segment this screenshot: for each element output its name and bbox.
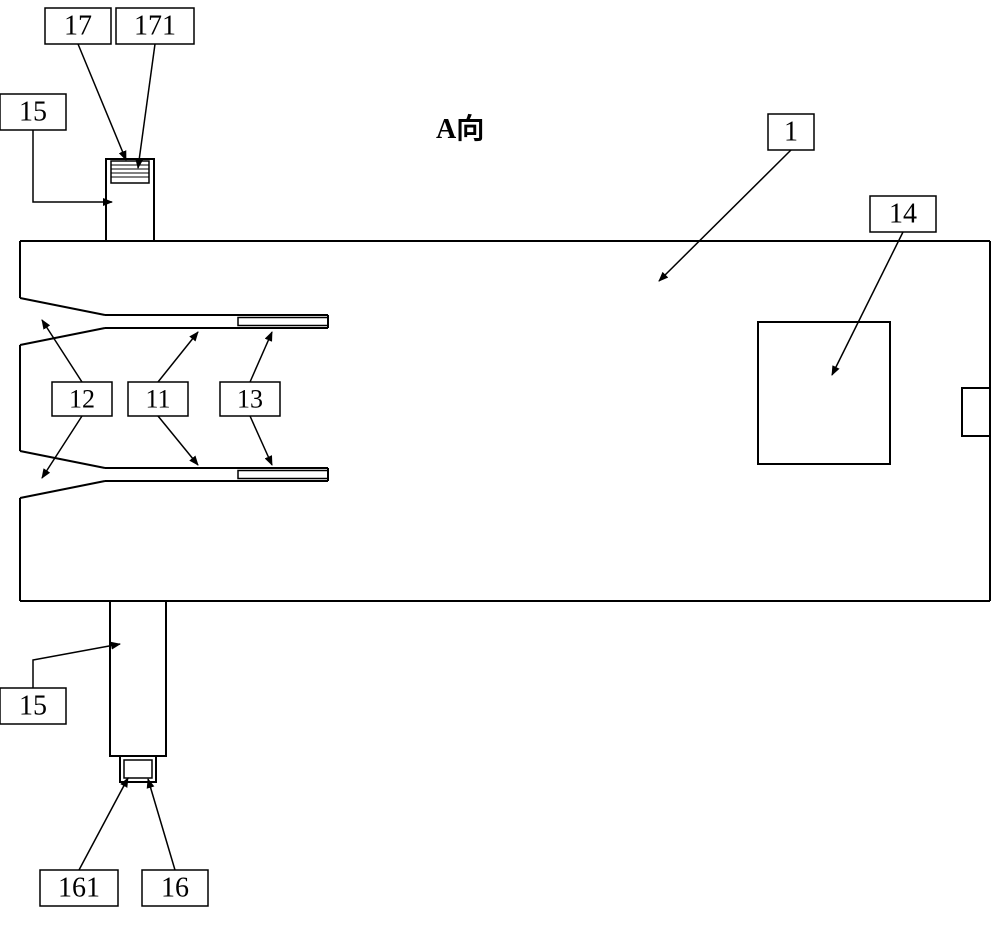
label-text-16: 16: [161, 873, 189, 904]
leader-13-1: [250, 416, 272, 465]
leader-11-1: [158, 416, 198, 465]
leader-12-0: [42, 320, 82, 382]
leader-11-0: [158, 332, 198, 382]
diagram-shapes: [20, 159, 990, 782]
label-text-12: 12: [69, 385, 95, 414]
leader-12-1: [42, 416, 82, 478]
engineering-diagram: 17 171 15 1 14 12 11 13 15 161 16 A向: [0, 0, 1000, 926]
label-text-17: 17: [64, 11, 92, 42]
leader-13-0: [250, 332, 272, 382]
label-text-171: 171: [134, 11, 176, 42]
label-text-14: 14: [889, 199, 917, 230]
leader-17: [78, 44, 126, 160]
leader-1: [659, 150, 791, 281]
label-text-15a: 15: [19, 97, 47, 128]
leader-15b: [33, 644, 120, 688]
label-text-11: 11: [145, 385, 170, 414]
label-text-15b: 15: [19, 691, 47, 722]
leader-14: [832, 232, 903, 375]
leader-16: [148, 779, 175, 870]
label-text-161: 161: [58, 873, 100, 904]
view-title: A向: [436, 113, 484, 145]
leader-161: [79, 778, 128, 870]
leader-15a: [33, 130, 112, 202]
label-text-13: 13: [237, 385, 263, 414]
leader-171: [138, 44, 155, 168]
label-text-1: 1: [784, 117, 798, 148]
